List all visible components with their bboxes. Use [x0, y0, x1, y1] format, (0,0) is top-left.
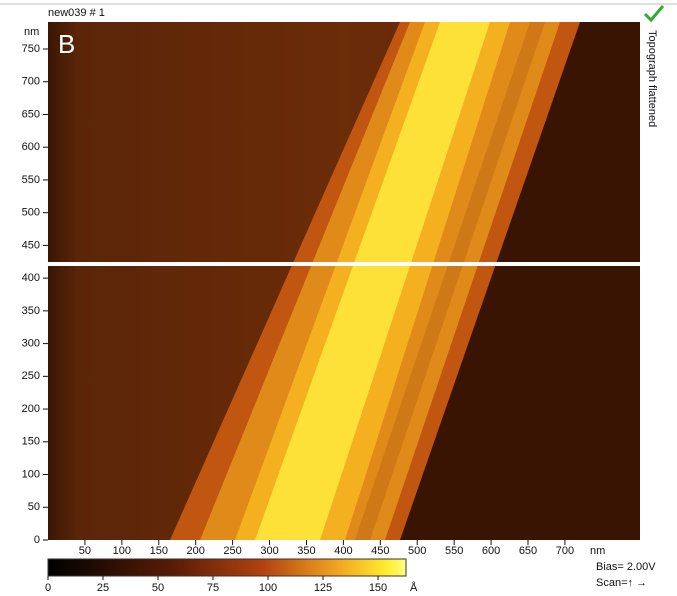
check-icon — [645, 6, 663, 20]
y-tick-label: 750 — [22, 43, 40, 55]
x-tick-label: 650 — [519, 545, 537, 557]
y-tick-label: 150 — [22, 436, 40, 448]
x-tick-label: 500 — [408, 545, 426, 557]
x-tick-label: 100 — [113, 545, 131, 557]
stm-screen: new039 # 1 B nm nm Topograph flattened Å… — [0, 0, 677, 596]
y-tick-label: 100 — [22, 468, 40, 480]
x-tick-label: 300 — [260, 545, 278, 557]
x-tick-label: 200 — [187, 545, 205, 557]
y-tick-label: 350 — [22, 305, 40, 317]
y-tick-label: 0 — [34, 534, 40, 546]
y-unit: nm — [24, 26, 39, 38]
y-tick-label: 50 — [28, 501, 40, 513]
colorbar — [48, 559, 406, 576]
bias: Bias= 2.00V — [596, 561, 656, 573]
y-tick-label: 400 — [22, 272, 40, 284]
colorbar-tick-label: 100 — [259, 582, 277, 594]
x-tick-label: 600 — [482, 545, 500, 557]
colorbar-tick-label: 125 — [314, 582, 332, 594]
colorbar-tick-label: 150 — [369, 582, 387, 594]
image-title: new039 # 1 — [48, 7, 105, 19]
x-tick-label: 450 — [371, 545, 389, 557]
x-tick-label: 50 — [79, 545, 91, 557]
panel-label: B — [58, 29, 75, 59]
x-tick-label: 700 — [556, 545, 574, 557]
colorbar-tick-label: 50 — [152, 582, 164, 594]
x-tick-label: 350 — [297, 545, 315, 557]
side-label: Topograph flattened — [646, 30, 658, 127]
colorbar-tick-label: 25 — [97, 582, 109, 594]
y-tick-label: 250 — [22, 370, 40, 382]
y-tick-label: 450 — [22, 239, 40, 251]
x-tick-label: 550 — [445, 545, 463, 557]
colorbar-tick-label: 75 — [207, 582, 219, 594]
y-tick-label: 650 — [22, 108, 40, 120]
x-tick-label: 150 — [150, 545, 168, 557]
y-tick-label: 500 — [22, 207, 40, 219]
y-tick-label: 600 — [22, 141, 40, 153]
y-tick-label: 550 — [22, 174, 40, 186]
scan: Scan=↑ → — [596, 577, 647, 589]
x-unit: nm — [590, 545, 605, 557]
x-tick-label: 250 — [223, 545, 241, 557]
y-tick-label: 200 — [22, 403, 40, 415]
x-tick-label: 400 — [334, 545, 352, 557]
stm-image — [48, 22, 640, 540]
y-tick-label: 700 — [22, 76, 40, 88]
y-tick-label: 300 — [22, 338, 40, 350]
colorbar-unit: Å — [410, 581, 418, 594]
colorbar-tick-label: 0 — [45, 582, 51, 594]
